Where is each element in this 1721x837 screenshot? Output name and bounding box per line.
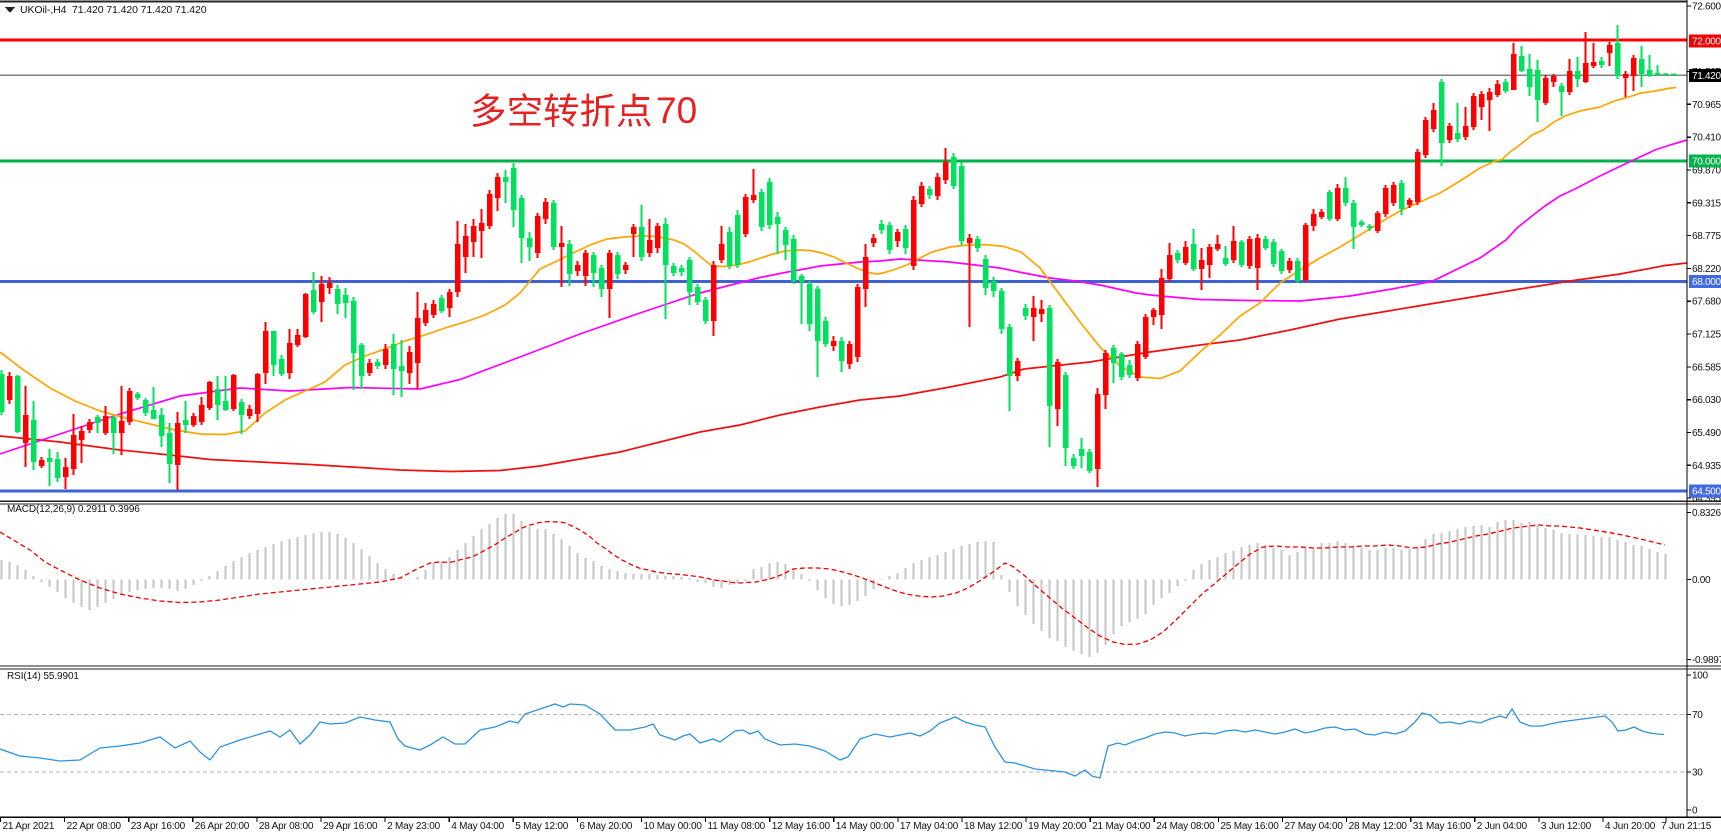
svg-text:6 May 20:00: 6 May 20:00 <box>579 821 632 832</box>
svg-text:MACD(12,26,9) 0.2911 0.3996: MACD(12,26,9) 0.2911 0.3996 <box>7 504 140 515</box>
svg-text:31 May 16:00: 31 May 16:00 <box>1413 821 1472 832</box>
svg-text:70.410: 70.410 <box>1692 133 1721 144</box>
svg-text:19 May 20:00: 19 May 20:00 <box>1028 821 1087 832</box>
svg-text:10 May 00:00: 10 May 00:00 <box>644 821 703 832</box>
svg-text:70.000: 70.000 <box>1692 157 1721 168</box>
svg-text:17 May 04:00: 17 May 04:00 <box>900 821 959 832</box>
svg-text:72.000: 72.000 <box>1692 37 1721 48</box>
svg-text:12 May 16:00: 12 May 16:00 <box>772 821 831 832</box>
svg-text:3 Jun 12:00: 3 Jun 12:00 <box>1541 821 1592 832</box>
svg-text:4 Jun 20:00: 4 Jun 20:00 <box>1605 821 1656 832</box>
svg-text:70.965: 70.965 <box>1692 100 1721 111</box>
svg-text:71.420: 71.420 <box>1692 71 1721 82</box>
svg-text:70: 70 <box>656 90 697 131</box>
svg-text:22 Apr 08:00: 22 Apr 08:00 <box>67 821 122 832</box>
svg-text:100: 100 <box>1692 671 1709 682</box>
svg-text:2 May 23:00: 2 May 23:00 <box>387 821 440 832</box>
svg-text:64.500: 64.500 <box>1692 487 1721 498</box>
svg-text:0.00: 0.00 <box>1692 575 1711 586</box>
svg-text:UKOil-,H4 71.420 71.420 71.42: UKOil-,H4 71.420 71.420 71.420 71.420 <box>20 4 207 16</box>
svg-text:0: 0 <box>1692 806 1698 817</box>
svg-text:64.935: 64.935 <box>1692 461 1721 472</box>
svg-text:23 Apr 16:00: 23 Apr 16:00 <box>131 821 186 832</box>
svg-text:21 Apr 2021: 21 Apr 2021 <box>3 821 55 832</box>
svg-text:68.000: 68.000 <box>1692 277 1721 288</box>
svg-text:5 May 12:00: 5 May 12:00 <box>515 821 568 832</box>
svg-text:69.870: 69.870 <box>1692 166 1721 177</box>
svg-text:11 May 08:00: 11 May 08:00 <box>708 821 766 832</box>
svg-text:28 May 12:00: 28 May 12:00 <box>1349 821 1408 832</box>
svg-text:66.030: 66.030 <box>1692 395 1721 406</box>
svg-text:65.490: 65.490 <box>1692 428 1721 439</box>
svg-text:24 May 08:00: 24 May 08:00 <box>1156 821 1215 832</box>
svg-text:70: 70 <box>1692 710 1703 721</box>
svg-text:25 May 16:00: 25 May 16:00 <box>1220 821 1279 832</box>
svg-text:27 May 04:00: 27 May 04:00 <box>1285 821 1344 832</box>
svg-text:4 May 04:00: 4 May 04:00 <box>451 821 504 832</box>
svg-text:69.315: 69.315 <box>1692 198 1721 209</box>
svg-text:28 Apr 08:00: 28 Apr 08:00 <box>259 821 314 832</box>
svg-text:64.395: 64.395 <box>1692 494 1721 505</box>
svg-text:7 Jun 21:15: 7 Jun 21:15 <box>1661 821 1712 832</box>
svg-text:72.600: 72.600 <box>1692 1 1721 12</box>
svg-text:66.585: 66.585 <box>1692 362 1721 373</box>
svg-text:-0.9897: -0.9897 <box>1692 655 1721 666</box>
svg-text:29 Apr 16:00: 29 Apr 16:00 <box>323 821 378 832</box>
svg-text:30: 30 <box>1692 768 1703 779</box>
svg-text:2 Jun 04:00: 2 Jun 04:00 <box>1477 821 1528 832</box>
svg-text:67.680: 67.680 <box>1692 297 1721 308</box>
svg-text:67.125: 67.125 <box>1692 330 1721 341</box>
svg-text:0.8326: 0.8326 <box>1692 508 1721 519</box>
svg-text:RSI(14) 55.9901: RSI(14) 55.9901 <box>7 671 79 682</box>
svg-text:14 May 00:00: 14 May 00:00 <box>836 821 895 832</box>
svg-text:18 May 12:00: 18 May 12:00 <box>964 821 1023 832</box>
svg-text:68.220: 68.220 <box>1692 264 1721 275</box>
svg-text:21 May 04:00: 21 May 04:00 <box>1092 821 1151 832</box>
svg-text:68.775: 68.775 <box>1692 231 1721 242</box>
svg-text:26 Apr 20:00: 26 Apr 20:00 <box>195 821 250 832</box>
